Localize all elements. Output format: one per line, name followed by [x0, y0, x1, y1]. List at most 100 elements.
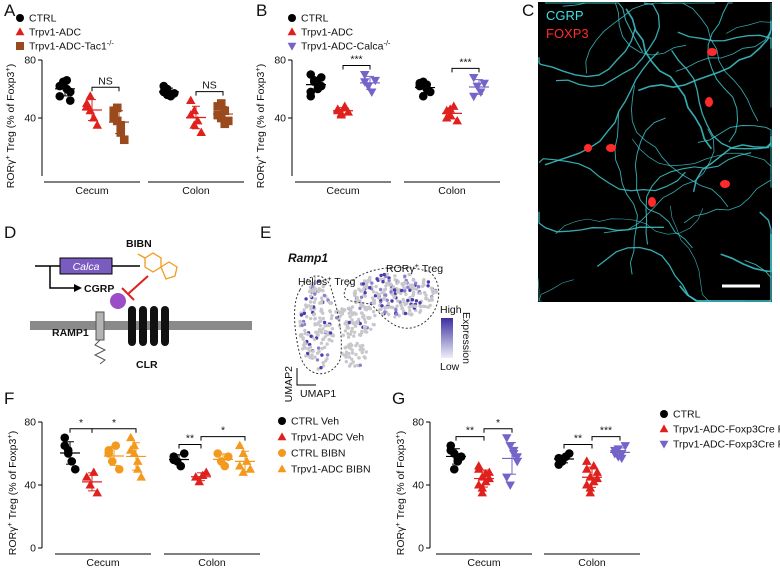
data-point [506, 482, 515, 490]
cell-point [418, 311, 421, 314]
cell-point [417, 285, 420, 288]
cell-point [389, 282, 392, 285]
significance-bracket [564, 445, 592, 449]
cell-point [313, 312, 316, 315]
y-tick-label: 40 [24, 113, 36, 125]
cell [720, 180, 730, 188]
cell-point [402, 300, 405, 303]
cell-point [372, 290, 375, 293]
data-point [474, 461, 483, 469]
cell-point [309, 294, 312, 297]
cell-point [364, 295, 367, 298]
data-point [120, 135, 129, 144]
data-point [213, 111, 222, 120]
legend-title: Expression [460, 312, 472, 364]
cell-point [405, 302, 408, 305]
data-point [453, 454, 462, 463]
cell-point [365, 350, 368, 353]
text-part: ) [255, 64, 267, 68]
cell-point [302, 308, 305, 311]
data-point [660, 441, 669, 449]
cell-point [308, 290, 311, 293]
data-point [450, 465, 459, 474]
text-part: Trpv1-ADC-Tac1 [29, 41, 107, 53]
cell-point [323, 321, 326, 324]
cell-point [422, 281, 425, 284]
ligand-label: CGRP [84, 283, 114, 295]
cell-point [360, 289, 363, 292]
cell-point [358, 356, 361, 359]
significance-label: NS [98, 75, 113, 87]
cell-point [313, 292, 316, 295]
legend-label: Trpv1-ADC [301, 27, 354, 39]
cell-point [320, 296, 323, 299]
stain-label: CGRP [546, 8, 584, 23]
data-point [169, 456, 178, 465]
y-tick-label: 40 [274, 113, 286, 125]
cell-point [301, 324, 304, 327]
cell-point [404, 312, 407, 315]
cell-point [318, 329, 321, 332]
arrowhead [74, 284, 82, 292]
significance-label: * [79, 417, 83, 429]
cell-point [403, 281, 406, 284]
significance-bracket [484, 429, 512, 433]
cell-point [352, 322, 355, 325]
umap-title: Ramp1 [288, 251, 328, 265]
cell-point [363, 307, 366, 310]
cell-point [351, 348, 354, 351]
data-point [133, 456, 142, 464]
cell-point [309, 317, 312, 320]
data-point [93, 120, 102, 128]
data-point [163, 91, 172, 100]
drug-label: BIBN [126, 238, 152, 250]
cell-point [386, 299, 389, 302]
pathway-diagram: Calca CGRP BIBN RAMP1 CLR [30, 238, 252, 371]
legend-label: Trpv1-ADC-Foxp3Cre Rampfl/fl [673, 436, 780, 451]
text-part: Treg (% of Foxp3 [395, 438, 407, 522]
cell-point [379, 288, 382, 291]
text-part: Treg [332, 276, 356, 288]
data-point [224, 452, 233, 461]
data-point [317, 73, 326, 82]
axis-label: UMAP1 [300, 388, 336, 400]
cell-point [406, 286, 409, 289]
cell-point [322, 361, 325, 364]
significance-label: ** [574, 433, 582, 445]
cell-point [400, 289, 403, 292]
cell-point [348, 307, 351, 310]
cell-point [303, 312, 306, 315]
cell-point [414, 282, 417, 285]
cell-point [358, 307, 361, 310]
cell-point [411, 298, 414, 301]
cell-point [410, 313, 413, 316]
legend-label: CTRL BIBN [291, 448, 345, 460]
data-point [16, 27, 25, 35]
cell-point [301, 347, 304, 350]
cell-point [423, 291, 426, 294]
cell-point [365, 281, 368, 284]
text-part: Trpv1-ADC-Calca [301, 41, 384, 53]
data-point [469, 93, 478, 101]
cell-point [377, 293, 380, 296]
text-part: Trpv1-ADC-Foxp3Cre Ramp [673, 439, 780, 451]
cell-point [403, 289, 406, 292]
cell-point [384, 284, 387, 287]
ramp1 [96, 312, 104, 340]
cell-point [326, 353, 329, 356]
cell-point [353, 331, 356, 334]
x-tick-label: Cecum [75, 185, 109, 197]
data-point [137, 472, 146, 480]
cell-point [418, 301, 421, 304]
data-point [86, 91, 95, 99]
cell-point [316, 358, 319, 361]
cell-point [414, 305, 417, 308]
cell-point [316, 334, 319, 337]
cell-point [303, 341, 306, 344]
cell-point [354, 312, 357, 315]
data-point [278, 432, 287, 440]
cell-point [305, 315, 308, 318]
cell-point [342, 310, 345, 313]
cell-point [394, 278, 397, 281]
